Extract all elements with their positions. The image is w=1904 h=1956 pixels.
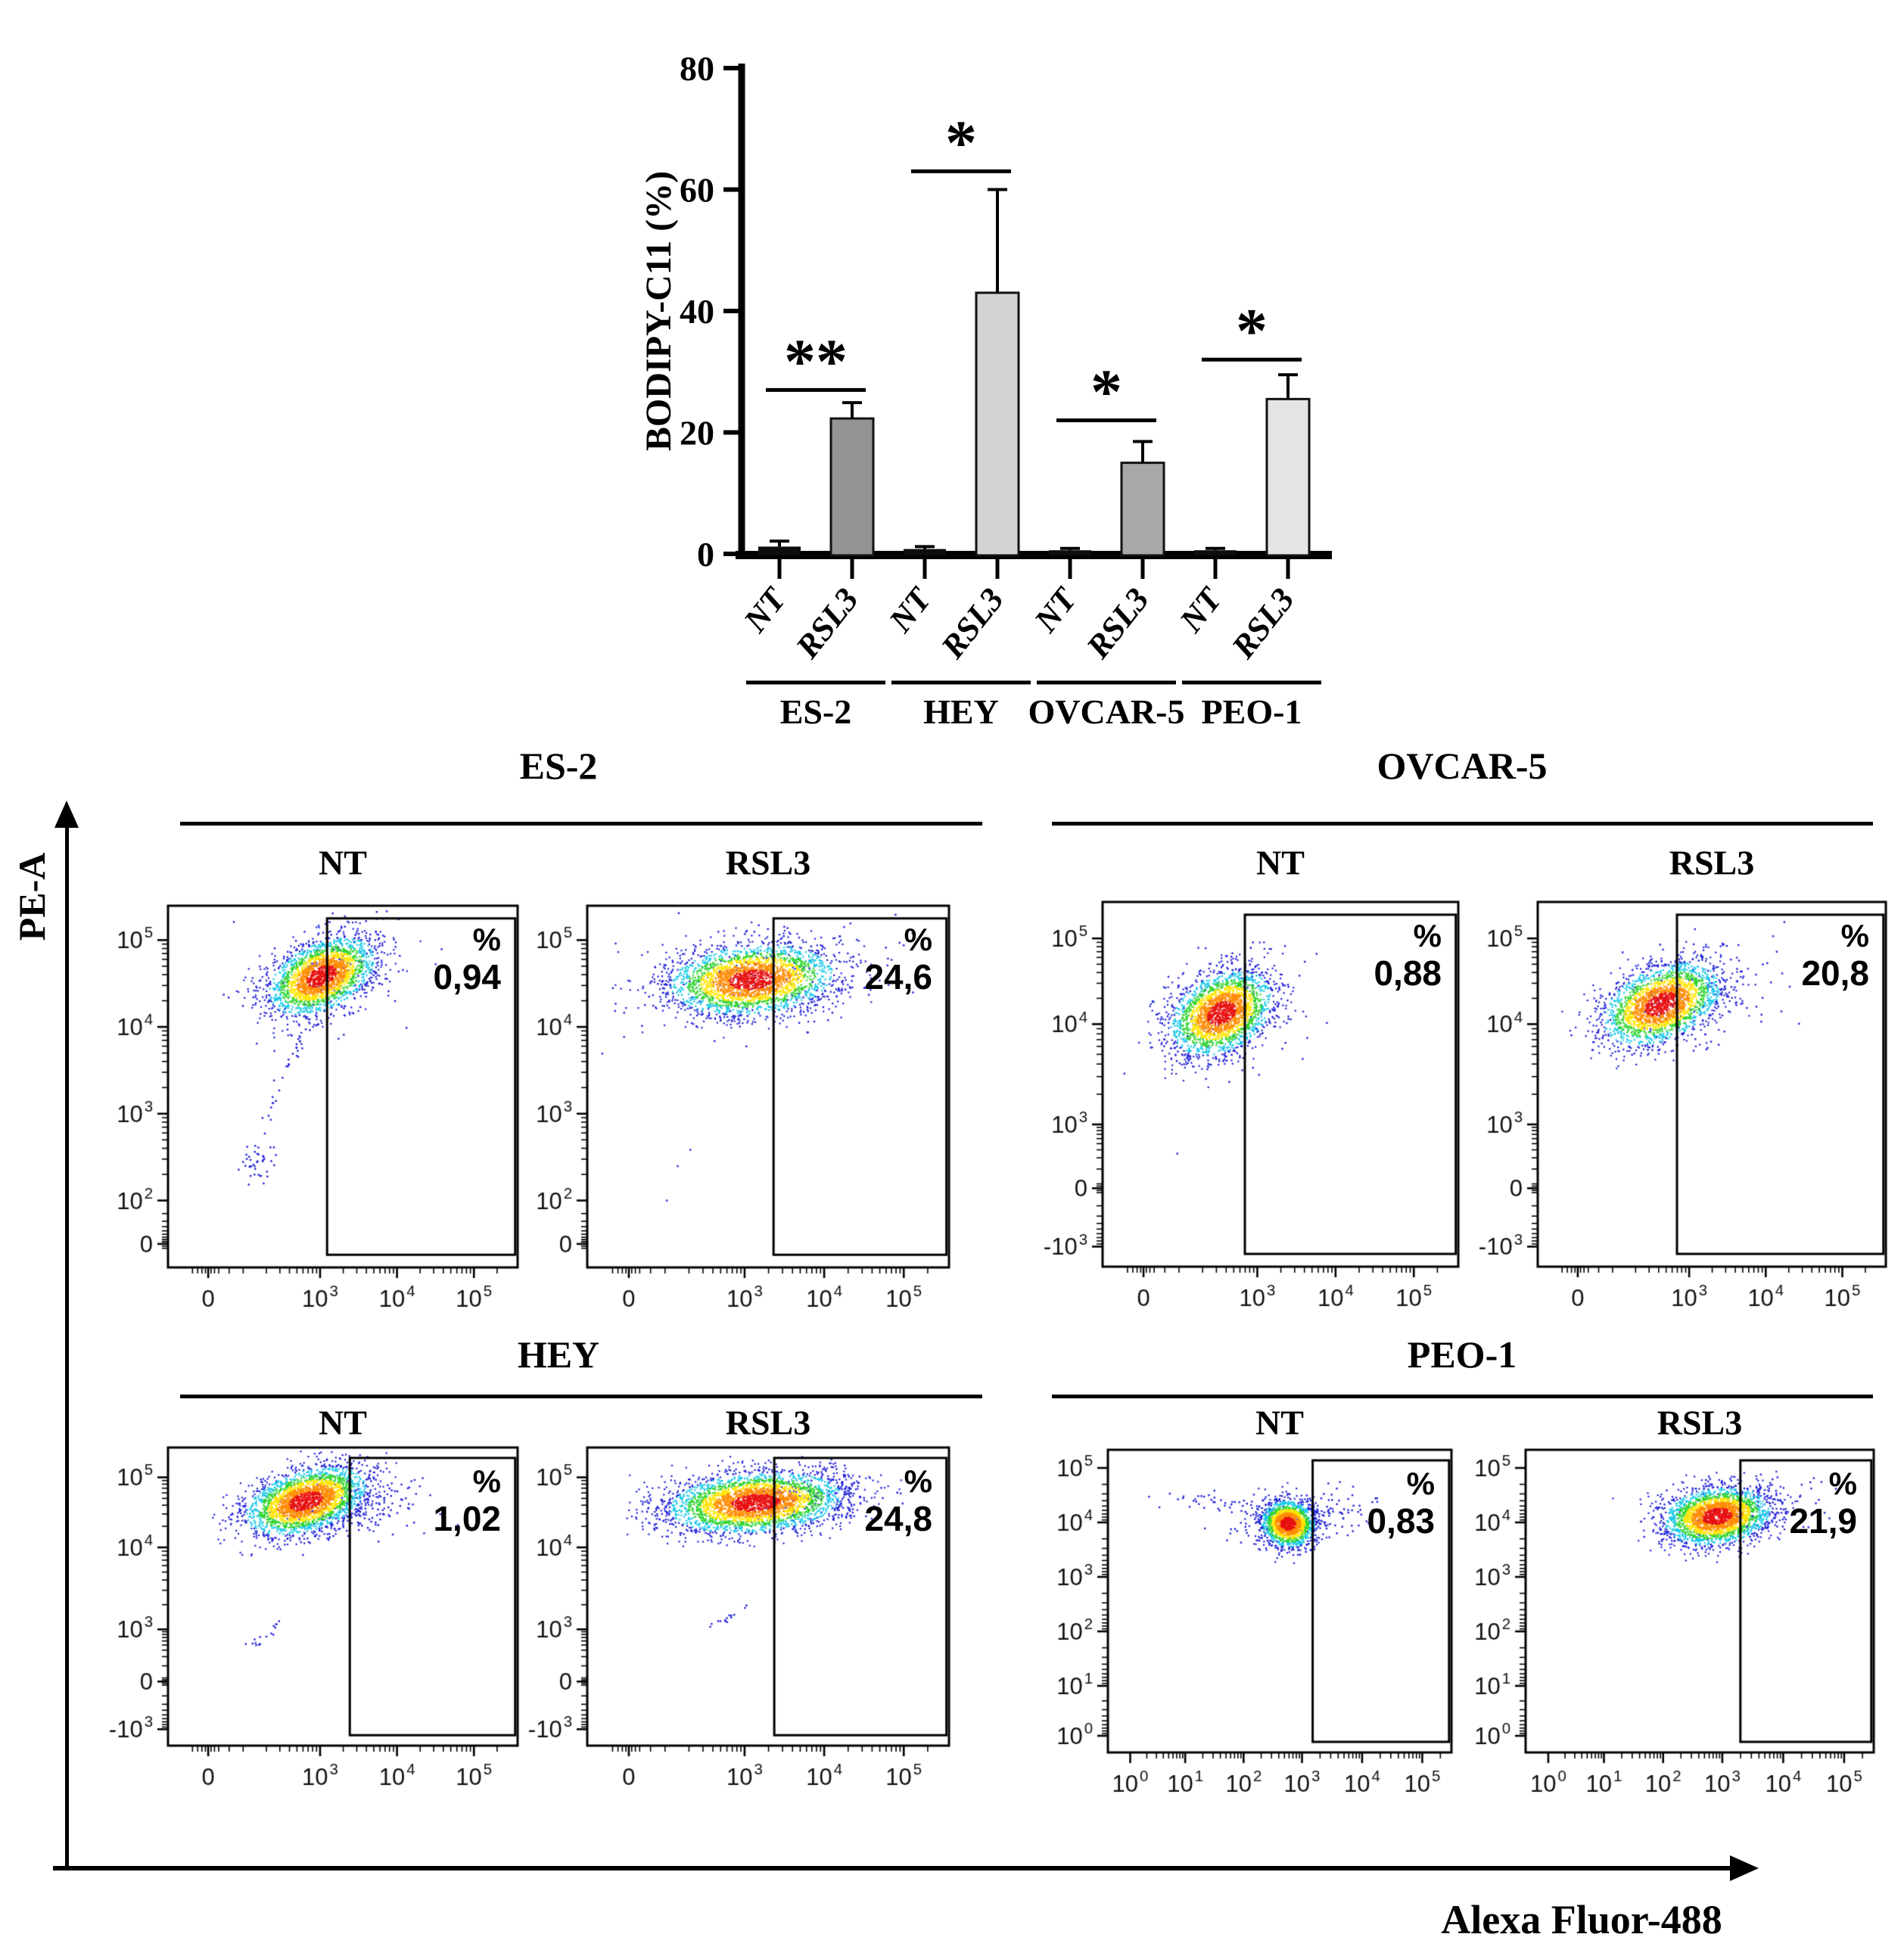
- bar-group-label: ES-2: [780, 692, 852, 731]
- bar-rsl3-HEY: [975, 291, 1020, 557]
- gate-percent-ovcar-5-rsl3: % 20,8: [1695, 918, 1869, 994]
- alexa-fluor-axis-arrow: [53, 1866, 1733, 1870]
- bar-group-label: OVCAR-5: [1028, 692, 1185, 731]
- condition-label: NT: [319, 843, 367, 882]
- bar-y-tick-label: 40: [680, 292, 714, 331]
- group-title: ES-2: [519, 745, 598, 787]
- group-title: OVCAR-5: [1377, 745, 1548, 787]
- gate-percent-es-2-nt: % 0,94: [327, 922, 501, 997]
- flow-plot-hey-rsl3: [519, 1441, 958, 1800]
- flow-plot-hey-nt: [100, 1441, 527, 1800]
- condition-label: RSL3: [725, 843, 811, 882]
- flow-plot-es-2-nt: [100, 900, 527, 1322]
- bodipy-bar-chart: 0 20 40 60 80 BODIPY-C11 (%) NT RSL3 ES-2 ** NT RSL…: [636, 21, 1362, 748]
- flow-plot-peo-1-nt: [1040, 1444, 1461, 1807]
- condition-label: NT: [319, 1403, 367, 1442]
- percent-symbol: %: [1828, 1466, 1857, 1501]
- gate-percent-ovcar-5-nt: % 0,88: [1268, 918, 1442, 994]
- bar-nt-HEY: [904, 549, 946, 555]
- bar-rsl3-ES-2: [829, 417, 875, 557]
- percent-value: 0,94: [433, 957, 501, 997]
- pe-a-axis-arrowhead-icon: [54, 801, 79, 828]
- condition-label: NT: [1255, 1403, 1304, 1442]
- percent-symbol: %: [1406, 1466, 1435, 1501]
- condition-label: RSL3: [1669, 843, 1755, 882]
- percent-value: 0,83: [1367, 1501, 1435, 1541]
- flow-plot-ovcar-5-nt: [1034, 896, 1467, 1321]
- bar-ylabel: BODIPY-C11 (%): [639, 171, 679, 451]
- gate-percent-es-2-rsl3: % 24,6: [758, 922, 932, 997]
- flow-plot-es-2-rsl3: [519, 900, 958, 1322]
- group-header-line: [180, 1395, 982, 1398]
- percent-value: 24,6: [864, 957, 932, 997]
- condition-label: RSL3: [1657, 1403, 1743, 1442]
- group-title: HEY: [517, 1333, 600, 1376]
- group-header-line: [1052, 822, 1873, 826]
- percent-symbol: %: [1840, 918, 1869, 953]
- percent-value: 20,8: [1801, 953, 1869, 994]
- bar-y-tick-label: 80: [680, 49, 714, 88]
- flow-plot-ovcar-5-rsl3: [1470, 896, 1895, 1321]
- significance-marker: *: [1236, 296, 1268, 366]
- group-header-line: [180, 822, 982, 826]
- bar-rsl3-OVCAR-5: [1120, 462, 1165, 557]
- gate-percent-hey-nt: % 1,02: [327, 1463, 501, 1539]
- significance-marker: **: [784, 326, 848, 396]
- bar-nt-ES-2: [758, 546, 801, 555]
- percent-symbol: %: [472, 922, 501, 957]
- significance-marker: *: [1090, 356, 1122, 427]
- percent-symbol: %: [472, 1463, 501, 1499]
- pe-a-axis-arrow: [65, 825, 69, 1870]
- condition-label: NT: [1256, 843, 1305, 882]
- bar-nt-PEO-1: [1194, 550, 1237, 555]
- bar-group-label: PEO-1: [1202, 692, 1302, 731]
- gate-percent-peo-1-nt: % 0,83: [1261, 1466, 1435, 1541]
- bar-nt-OVCAR-5: [1049, 550, 1091, 555]
- significance-marker: *: [945, 107, 977, 178]
- bar-y-tick-label: 20: [680, 414, 714, 452]
- bar-y-tick-label: 0: [697, 535, 714, 574]
- percent-value: 21,9: [1789, 1501, 1857, 1541]
- bar-y-tick-label: 60: [680, 171, 714, 210]
- bar-group-label: HEY: [923, 692, 999, 731]
- group-header-line: [1052, 1395, 1873, 1398]
- percent-symbol: %: [904, 1463, 932, 1499]
- condition-label: RSL3: [725, 1403, 811, 1442]
- percent-symbol: %: [904, 922, 932, 957]
- x-axis-label: Alexa Fluor-488: [1441, 1897, 1722, 1942]
- alexa-fluor-axis-arrowhead-icon: [1730, 1855, 1759, 1881]
- percent-value: 24,8: [864, 1499, 932, 1539]
- percent-value: 1,02: [433, 1499, 501, 1539]
- percent-value: 0,88: [1374, 953, 1442, 994]
- gate-percent-hey-rsl3: % 24,8: [758, 1463, 932, 1539]
- y-axis-label: PE-A: [11, 852, 53, 941]
- flow-plot-peo-1-rsl3: [1458, 1444, 1883, 1807]
- group-title: PEO-1: [1407, 1333, 1517, 1376]
- gate-percent-peo-1-rsl3: % 21,9: [1683, 1466, 1857, 1541]
- percent-symbol: %: [1413, 918, 1442, 953]
